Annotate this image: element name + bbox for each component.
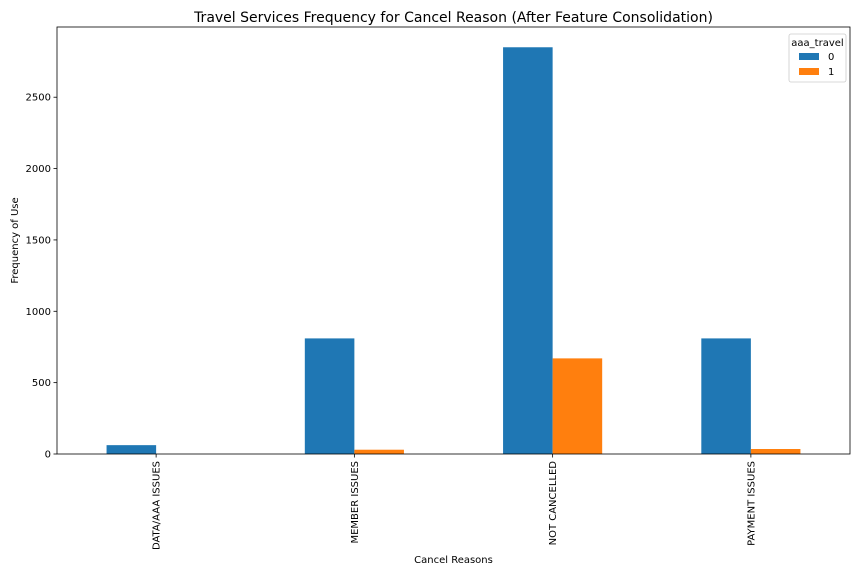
- legend-title: aaa_travel: [791, 38, 843, 49]
- y-tick-label: 1500: [26, 235, 51, 246]
- y-tick-label: 2500: [26, 93, 51, 104]
- x-axis-label: Cancel Reasons: [414, 555, 493, 566]
- legend: aaa_travel 01: [788, 33, 847, 83]
- legend-items: 01: [799, 52, 834, 78]
- y-axis: 0 500 1000 1500 2000 2500: [26, 93, 57, 461]
- bar-member-issues-series-0: [304, 338, 355, 454]
- y-axis-label: Frequency of Use: [10, 197, 21, 283]
- bar-not-cancelled-series-0: [503, 47, 553, 454]
- bar-not-cancelled-series-1: [552, 358, 603, 454]
- bar-payment-issues-series-1: [750, 449, 801, 454]
- bars-group: [106, 47, 801, 454]
- legend-swatch-0: [799, 53, 819, 60]
- x-tick-label: DATA/AAA ISSUES: [152, 461, 163, 550]
- x-tick-label: PAYMENT ISSUES: [746, 461, 757, 546]
- legend-label-1: 1: [828, 67, 834, 78]
- bar-member-issues-series-1: [354, 449, 404, 454]
- x-tick-label: MEMBER ISSUES: [350, 461, 361, 544]
- x-axis: DATA/AAA ISSUES MEMBER ISSUES NOT CANCELLE…: [152, 454, 757, 550]
- legend-swatch-1: [799, 68, 819, 75]
- legend-label-0: 0: [828, 52, 834, 63]
- x-tick-label: NOT CANCELLED: [548, 461, 559, 546]
- y-tick-label: 2000: [26, 164, 51, 175]
- plot-frame: [56, 26, 851, 455]
- chart-title: Travel Services Frequency for Cancel Rea…: [193, 10, 713, 26]
- y-tick-label: 1000: [26, 307, 51, 318]
- y-tick-label: 0: [45, 450, 51, 461]
- bar-data-aaa-issues-series-0: [106, 445, 157, 454]
- y-tick-label: 500: [32, 378, 51, 389]
- bar-payment-issues-series-0: [701, 338, 751, 454]
